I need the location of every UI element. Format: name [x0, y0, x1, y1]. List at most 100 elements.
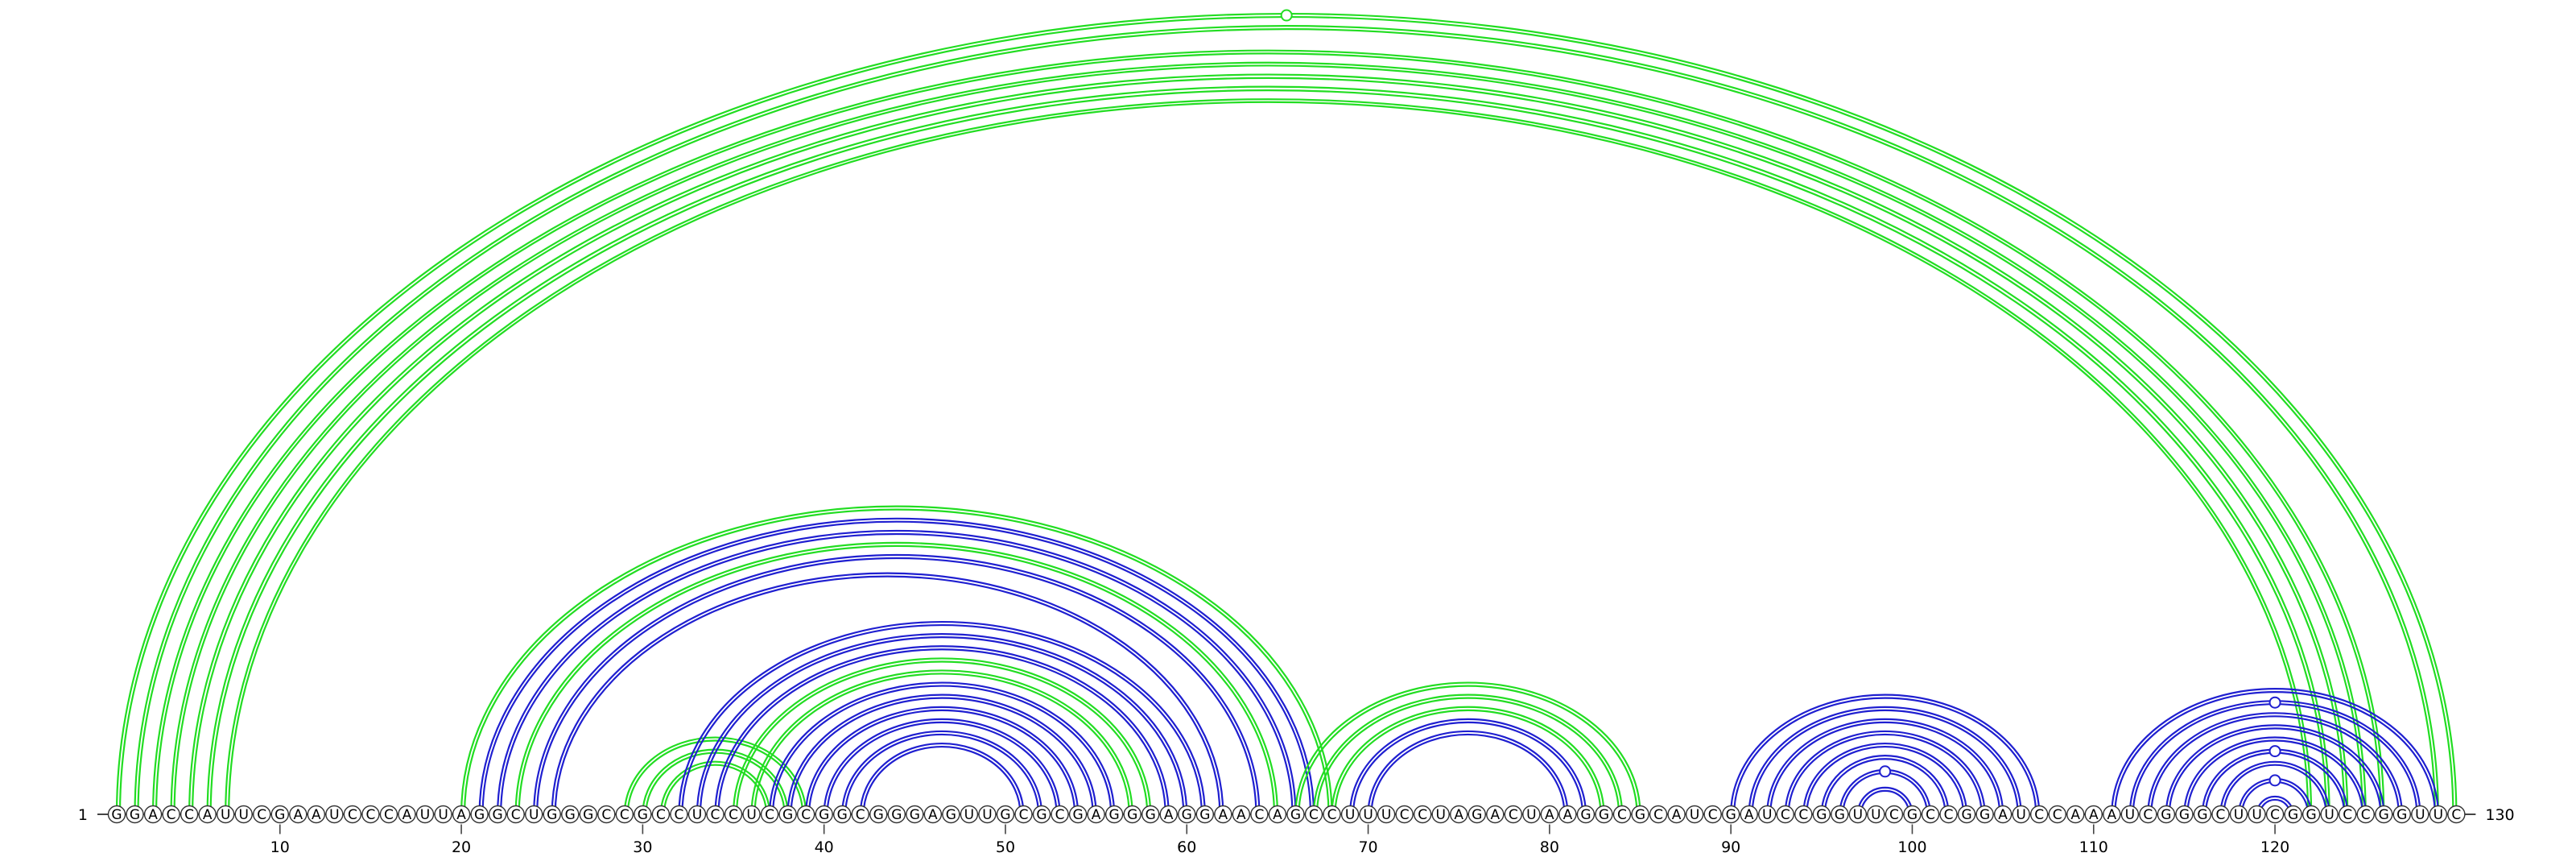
base-pair-arc: [2219, 760, 2330, 815]
base-pair-arc: [696, 633, 1188, 815]
nucleotide-circle: [851, 805, 869, 824]
nucleotide-circle: [1612, 805, 1632, 824]
nucleotide-letter: C: [2216, 807, 2226, 823]
end-position-label: 130: [2485, 806, 2514, 824]
nucleotide-circle: [742, 805, 761, 824]
base-pair-arc: [536, 557, 1257, 815]
nucleotide-letter: U: [221, 807, 230, 823]
base-pair-arc: [228, 101, 2310, 815]
nucleotide-letter: C: [1254, 807, 1264, 823]
nucleotide-circle: [2284, 805, 2302, 824]
nucleotide-circle: [1831, 805, 1849, 824]
base-pair-arcs: [117, 14, 2456, 814]
nucleotide-circle: [126, 805, 144, 824]
nucleotide-circle: [1522, 805, 1541, 824]
tick-label: 120: [2260, 838, 2289, 856]
nucleotide-circle: [2392, 805, 2411, 824]
nucleotide-circle: [1975, 805, 1994, 824]
nucleotide-letter: U: [2125, 807, 2135, 823]
nucleotide-letter: G: [1000, 807, 1010, 823]
base-pair-arc: [1860, 789, 1910, 815]
nucleotide-letter: U: [2016, 807, 2025, 823]
nucleotide-letter: C: [601, 807, 611, 823]
nucleotide-letter: C: [184, 807, 194, 823]
base-pair-arc: [808, 709, 1076, 815]
nucleotide-circle: [1703, 805, 1722, 824]
nucleotide-letter: G: [275, 807, 285, 823]
base-pair-arc: [1315, 697, 1620, 815]
nucleotide-circle: [1558, 805, 1577, 824]
nucleotide-circle: [2265, 805, 2285, 824]
nucleotide-circle: [2103, 805, 2121, 824]
nucleotide-circle: [1740, 805, 1758, 824]
base-pair-arc: [170, 61, 2367, 815]
base-pair-arc: [481, 520, 1312, 815]
nucleotide-circle: [1068, 805, 1088, 824]
nucleotide-letter: G: [1726, 807, 1736, 823]
nucleotide-circle: [470, 805, 489, 824]
base-pair-arc: [826, 721, 1058, 815]
nucleotide-letter: G: [2379, 807, 2389, 823]
base-pair-arc: [732, 657, 1152, 815]
nucleotide-circle: [1957, 805, 1976, 824]
nucleotide-letter: G: [130, 807, 140, 823]
arc-marker: [1879, 765, 1892, 778]
nucleotide-letter: A: [148, 807, 158, 823]
nucleotide-letter: A: [1545, 807, 1554, 823]
nucleotide-circle: [960, 805, 979, 824]
base-pair-arc: [460, 505, 1333, 815]
base-pair-arc: [623, 736, 807, 815]
base-pair-arc: [192, 78, 2344, 814]
nucleotide-circle: [815, 805, 833, 824]
nucleotide-circle: [1178, 805, 1196, 824]
arc-marker: [2268, 696, 2281, 709]
nucleotide-letter: G: [547, 807, 557, 823]
nucleotide-letter: G: [583, 807, 593, 823]
nucleotide-letter: U: [1526, 807, 1536, 823]
nucleotide-circle: [1776, 805, 1794, 824]
base-pair-arc: [208, 87, 2330, 814]
base-pair-arc: [1748, 706, 2022, 815]
base-pair-arc: [2150, 715, 2400, 815]
nucleotide-circle: [1993, 805, 2013, 824]
nucleotide-letter: G: [2161, 807, 2171, 823]
nucleotide-circle: [2175, 805, 2194, 824]
nucleotide-letter: U: [1345, 807, 1355, 823]
nucleotide-letter: C: [1418, 807, 1427, 823]
nucleotide-circle: [1468, 805, 1486, 824]
nucleotide-circle: [506, 805, 525, 824]
base-pair-arc: [1352, 721, 1584, 815]
base-pair-arc: [768, 681, 1116, 815]
nucleotide-circle: [2356, 805, 2375, 824]
nucleotide-circle: [1123, 805, 1141, 824]
nucleotide-letter: C: [2053, 807, 2062, 823]
base-pair-arc: [699, 636, 1185, 815]
nucleotide-letter: G: [1816, 807, 1827, 823]
nucleotide-circle: [2447, 805, 2466, 824]
base-pair-arc: [151, 49, 2385, 815]
nucleotide-circle: [1685, 805, 1704, 824]
base-pair-arc: [1298, 685, 1638, 815]
nucleotide-letter: G: [1290, 807, 1301, 823]
base-pair-arc: [2147, 712, 2403, 815]
nucleotide-letter: U: [982, 807, 992, 823]
nucleotide-circle: [1540, 805, 1559, 824]
nucleotide-circle: [180, 805, 199, 824]
base-pair-arc: [463, 508, 1330, 815]
nucleotide-circle: [796, 805, 815, 824]
base-pair-arc: [2114, 691, 2436, 815]
nucleotide-circle: [1395, 805, 1414, 824]
base-pair-arc: [678, 621, 1206, 815]
nucleotide-letter: G: [493, 807, 503, 823]
base-pair-arc: [138, 29, 2435, 814]
nucleotide-letter: G: [1907, 807, 1918, 823]
base-pair-arc: [2183, 736, 2367, 815]
nucleotide-letter: C: [2034, 807, 2044, 823]
nucleotide-circle: [524, 805, 543, 824]
base-pair-arc: [478, 517, 1315, 815]
nucleotide-circle: [253, 805, 271, 824]
nucleotide-letter: C: [1019, 807, 1029, 823]
nucleotide-letter: C: [1400, 807, 1410, 823]
base-pair-arc: [1312, 693, 1624, 815]
